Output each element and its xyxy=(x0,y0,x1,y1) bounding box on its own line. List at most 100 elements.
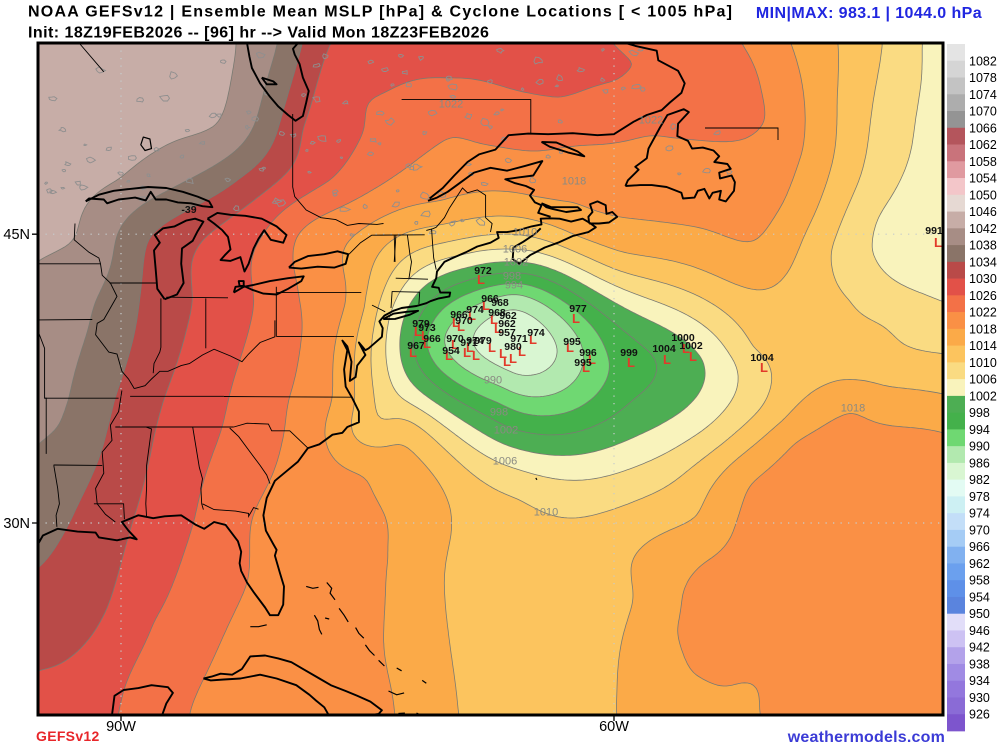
svg-text:970: 970 xyxy=(969,523,990,537)
svg-text:1014: 1014 xyxy=(969,339,997,353)
svg-text:974: 974 xyxy=(527,327,545,339)
svg-text:979: 979 xyxy=(412,318,430,330)
svg-text:1018: 1018 xyxy=(969,322,997,336)
svg-text:L: L xyxy=(582,360,590,375)
svg-text:973: 973 xyxy=(418,322,436,334)
svg-text:L: L xyxy=(472,348,480,363)
svg-text:994: 994 xyxy=(505,280,523,292)
svg-text:L: L xyxy=(452,315,460,330)
svg-text:946: 946 xyxy=(969,624,990,638)
svg-text:L: L xyxy=(488,340,496,355)
svg-text:962: 962 xyxy=(499,310,517,322)
svg-text:1006: 1006 xyxy=(493,456,517,468)
svg-text:982: 982 xyxy=(969,473,990,487)
svg-text:1004: 1004 xyxy=(750,352,774,364)
svg-text:998: 998 xyxy=(490,407,508,419)
svg-text:L: L xyxy=(689,349,697,364)
svg-text:979: 979 xyxy=(474,335,492,347)
svg-text:-39: -39 xyxy=(181,204,196,216)
svg-text:966: 966 xyxy=(969,540,990,554)
svg-text:30N: 30N xyxy=(3,516,30,532)
svg-text:1074: 1074 xyxy=(969,88,997,102)
svg-text:L: L xyxy=(934,235,942,250)
svg-text:L: L xyxy=(663,352,671,367)
svg-text:957: 957 xyxy=(498,327,516,339)
svg-text:926: 926 xyxy=(969,708,990,722)
svg-text:1010: 1010 xyxy=(969,356,997,370)
svg-text:990: 990 xyxy=(484,375,502,387)
svg-text:1058: 1058 xyxy=(969,155,997,169)
svg-text:986: 986 xyxy=(969,456,990,470)
svg-text:966: 966 xyxy=(423,333,441,345)
svg-text:1002: 1002 xyxy=(679,340,703,352)
svg-text:950: 950 xyxy=(969,607,990,621)
svg-text:L: L xyxy=(509,351,517,366)
svg-text:1018: 1018 xyxy=(841,403,865,415)
svg-text:L: L xyxy=(468,308,476,323)
svg-text:971: 971 xyxy=(460,337,478,349)
svg-text:1066: 1066 xyxy=(969,121,997,135)
svg-text:L: L xyxy=(477,272,485,287)
svg-text:L: L xyxy=(466,340,474,355)
svg-text:L: L xyxy=(499,346,507,361)
svg-text:998: 998 xyxy=(969,406,990,420)
svg-text:1022: 1022 xyxy=(639,115,663,127)
svg-text:90W: 90W xyxy=(106,719,136,735)
svg-text:999: 999 xyxy=(620,347,638,359)
svg-text:1010: 1010 xyxy=(534,507,558,519)
svg-text:930: 930 xyxy=(969,691,990,705)
svg-text:958: 958 xyxy=(969,574,990,588)
svg-text:962: 962 xyxy=(969,557,990,571)
svg-text:942: 942 xyxy=(969,641,990,655)
svg-text:L: L xyxy=(463,345,471,360)
svg-text:1002: 1002 xyxy=(494,425,518,437)
svg-text:980: 980 xyxy=(504,341,522,353)
svg-text:L: L xyxy=(566,340,574,355)
svg-text:NOAA GEFSv12 | Ensemble Mean M: NOAA GEFSv12 | Ensemble Mean MSLP [hPa] … xyxy=(28,4,733,21)
svg-text:L: L xyxy=(503,354,511,369)
svg-text:1004: 1004 xyxy=(652,343,676,355)
svg-text:1002: 1002 xyxy=(504,257,528,269)
svg-text:966: 966 xyxy=(481,293,499,305)
svg-text:977: 977 xyxy=(569,303,587,315)
svg-text:1070: 1070 xyxy=(969,105,997,119)
svg-text:954: 954 xyxy=(969,591,990,605)
svg-text:966: 966 xyxy=(450,309,468,321)
svg-text:968: 968 xyxy=(488,307,506,319)
svg-text:L: L xyxy=(421,328,429,343)
svg-text:1010: 1010 xyxy=(513,227,537,239)
svg-text:1002: 1002 xyxy=(969,389,997,403)
svg-text:962: 962 xyxy=(498,318,516,330)
svg-text:L: L xyxy=(682,341,690,356)
svg-text:972: 972 xyxy=(474,265,492,277)
svg-text:995: 995 xyxy=(563,336,581,348)
svg-text:1062: 1062 xyxy=(969,138,997,152)
svg-text:991: 991 xyxy=(925,225,943,237)
svg-text:L: L xyxy=(494,321,502,336)
svg-text:Init: 18Z19FEB2026 -- [96] hr: Init: 18Z19FEB2026 -- [96] hr --> Valid … xyxy=(28,25,489,42)
svg-text:970: 970 xyxy=(446,333,464,345)
svg-text:L: L xyxy=(529,332,537,347)
svg-text:L: L xyxy=(572,311,580,326)
svg-text:L: L xyxy=(588,352,596,367)
svg-text:938: 938 xyxy=(969,658,990,672)
svg-text:1034: 1034 xyxy=(969,255,997,269)
svg-text:978: 978 xyxy=(969,490,990,504)
svg-text:970: 970 xyxy=(455,315,473,327)
svg-text:L: L xyxy=(414,324,422,339)
svg-text:974: 974 xyxy=(466,335,484,347)
svg-text:L: L xyxy=(451,337,459,352)
svg-text:1022: 1022 xyxy=(969,306,997,320)
svg-text:954: 954 xyxy=(442,345,460,357)
svg-text:1046: 1046 xyxy=(969,205,997,219)
svg-text:GEFSv12: GEFSv12 xyxy=(36,728,100,744)
svg-text:1050: 1050 xyxy=(969,188,997,202)
svg-text:L: L xyxy=(457,319,465,334)
svg-text:L: L xyxy=(627,355,635,370)
svg-text:934: 934 xyxy=(969,674,990,688)
svg-text:60W: 60W xyxy=(599,719,629,735)
svg-text:994: 994 xyxy=(969,423,990,437)
svg-text:MIN|MAX: 983.1 | 1044.0 hPa: MIN|MAX: 983.1 | 1044.0 hPa xyxy=(756,5,982,22)
svg-text:1054: 1054 xyxy=(969,172,997,186)
svg-text:996: 996 xyxy=(579,347,597,359)
